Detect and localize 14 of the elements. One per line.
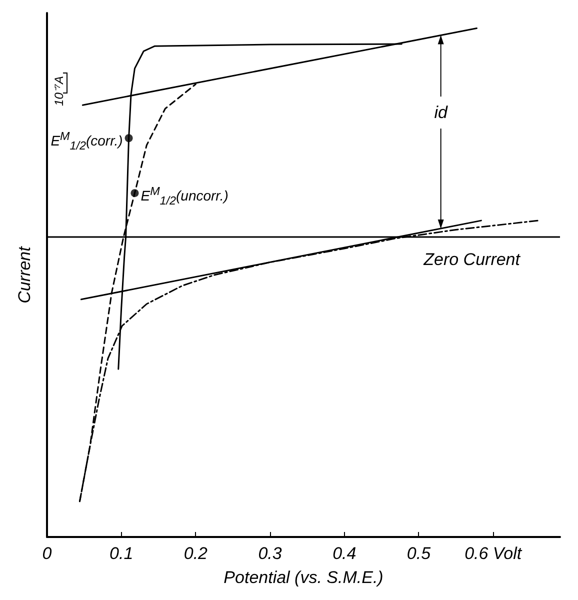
x-tick-label: 0.5: [406, 544, 432, 563]
y-axis-title: Current: [15, 245, 34, 304]
x-tick-label: 0: [42, 544, 52, 563]
ref-line-label: Zero Current: [422, 250, 522, 269]
series-label: E$^{M}$$_{1/2}$(uncorr.): [140, 184, 228, 210]
x-tick-label: 0.2: [184, 544, 208, 563]
x-tick-label: 0.4: [332, 544, 356, 563]
annotation: id: [434, 103, 448, 122]
series-label: E$^{M}$$_{1/2}$(corr.): [50, 129, 123, 155]
x-tick-label: 0.1: [110, 544, 134, 563]
x-axis-title: Potential (vs. S.M.E.): [224, 568, 384, 587]
x-tick-label: 0.6 Volt: [464, 544, 523, 563]
x-tick-label: 0.3: [258, 544, 282, 563]
annotation: 10⁻⁷A: [52, 76, 66, 106]
